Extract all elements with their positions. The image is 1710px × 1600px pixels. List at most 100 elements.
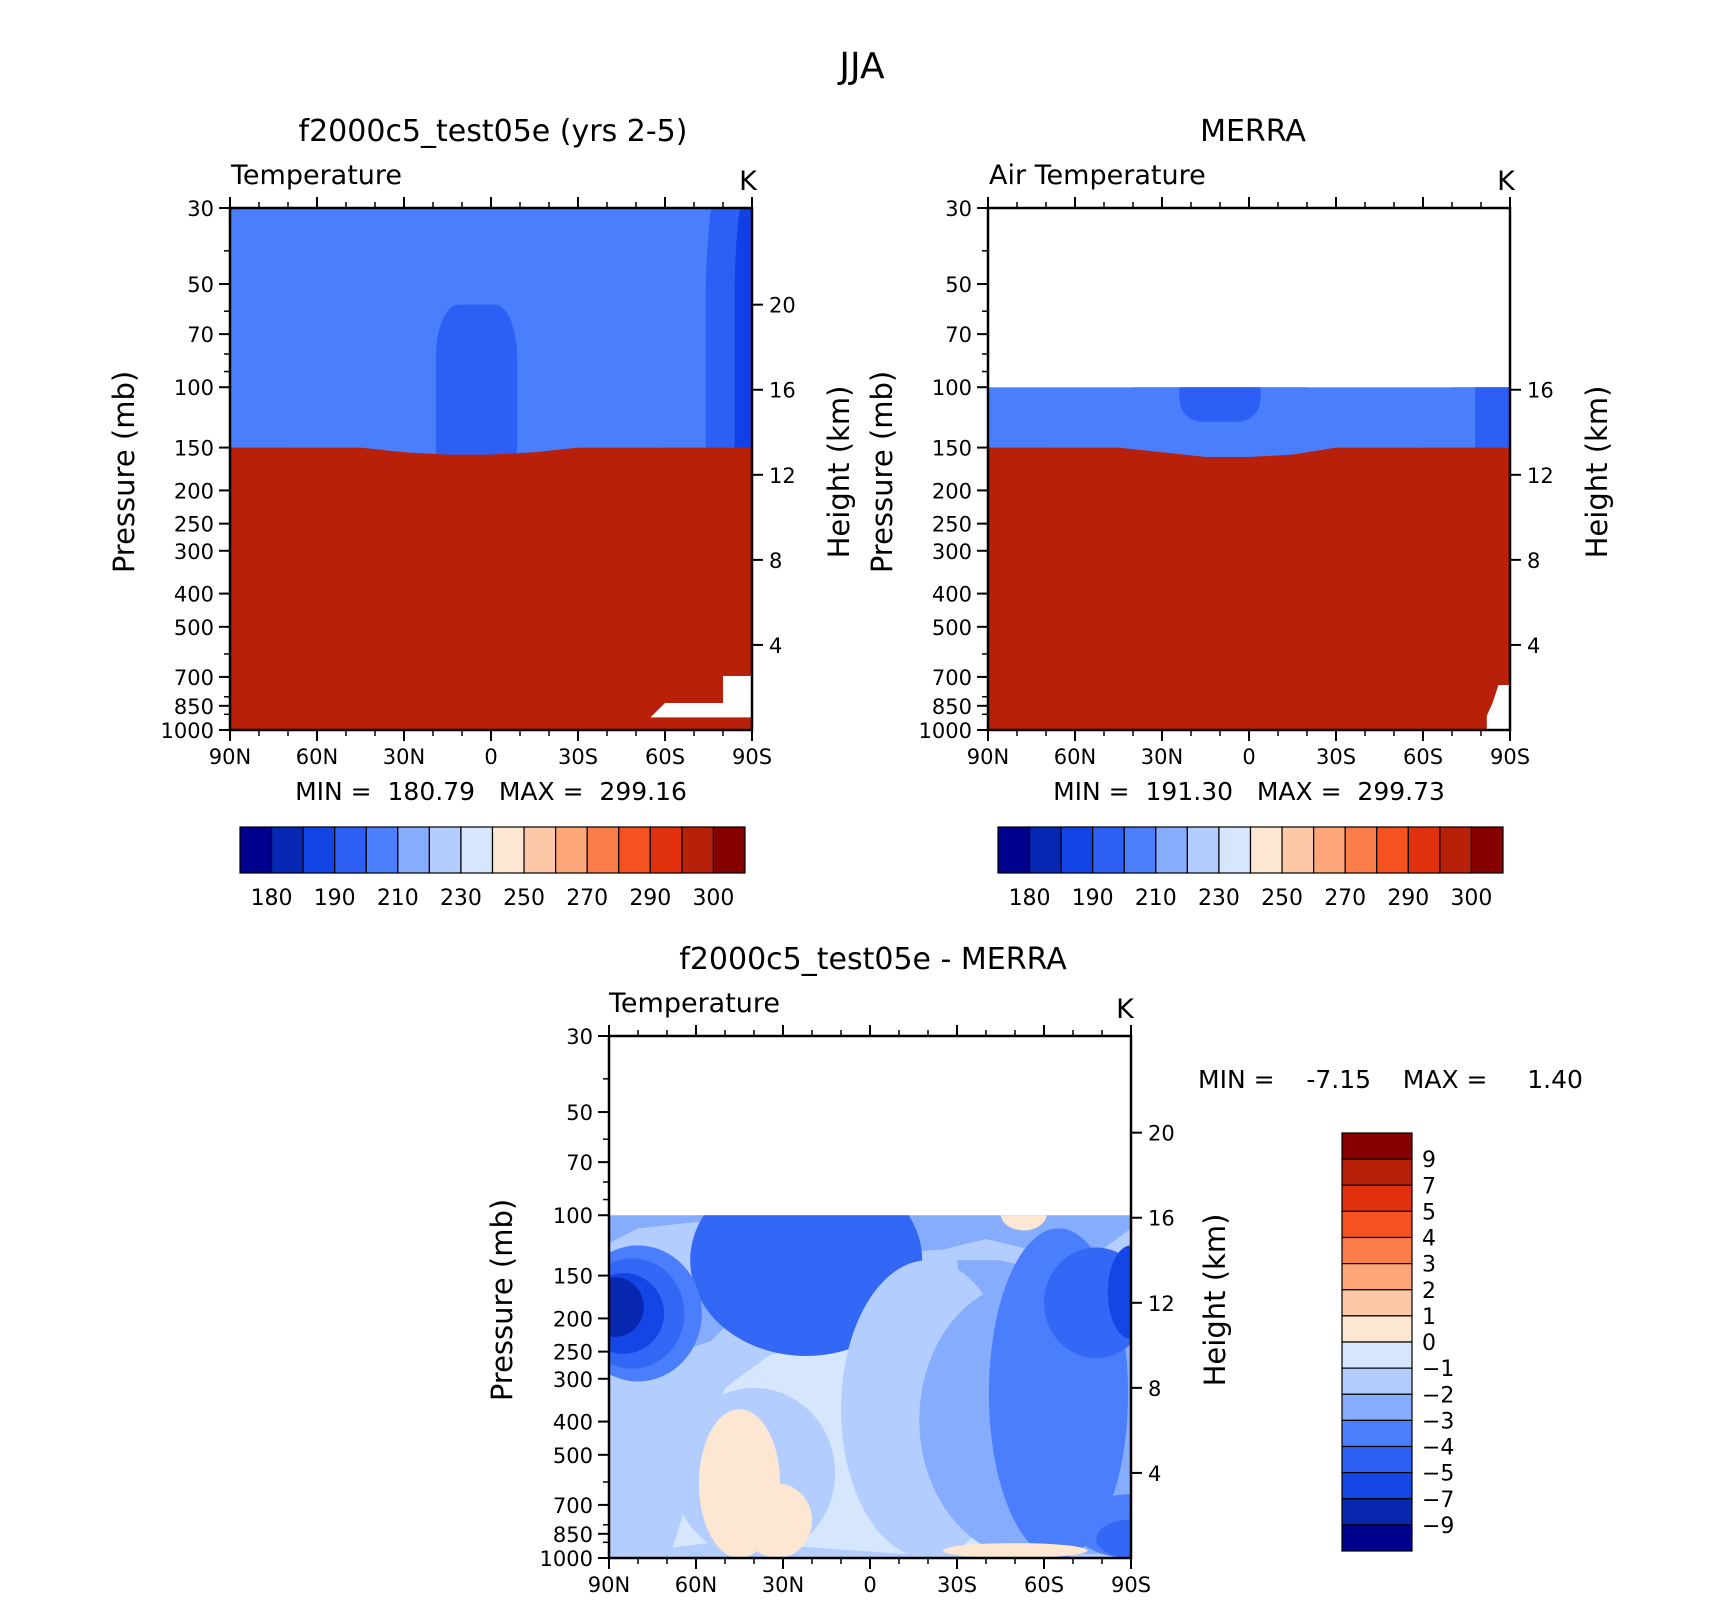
y-tick-label: 300 <box>174 540 214 564</box>
y-tick-label: 30 <box>566 1025 593 1049</box>
y-tick-label: 250 <box>932 513 972 537</box>
colorbar-swatch <box>1341 1184 1413 1212</box>
y-tick-label: 200 <box>174 479 214 503</box>
colorbar-swatch <box>1376 826 1409 874</box>
panel-merra-variable: Air Temperature <box>989 160 1206 191</box>
y-tick-label: 700 <box>174 666 214 690</box>
y-tick-label: 150 <box>553 1265 593 1289</box>
x-tick-label: 60N <box>675 1573 717 1597</box>
colorbar-swatch <box>1028 826 1062 874</box>
height-tick-label: 16 <box>1527 379 1554 403</box>
colorbar-swatch <box>1341 1367 1413 1395</box>
colorbar-swatch <box>1313 826 1346 874</box>
y-tick-label: 400 <box>553 1411 593 1435</box>
colorbar-label: 180 <box>1009 886 1051 911</box>
colorbar-swatch <box>618 826 651 874</box>
colorbar-swatch <box>523 826 557 874</box>
colorbar-swatch <box>1341 1472 1413 1500</box>
colorbar-swatch <box>1218 826 1252 874</box>
colorbar-swatch <box>1092 826 1125 874</box>
colorbar-swatch <box>586 826 620 874</box>
cold-core-contour <box>1179 387 1261 422</box>
colorbar-label: 270 <box>1324 886 1366 911</box>
colorbar-swatch <box>649 826 683 874</box>
colorbar-swatch <box>397 826 430 874</box>
x-tick-label: 30S <box>558 745 598 769</box>
y-tick-label: 300 <box>932 540 972 564</box>
colorbar-swatch <box>270 826 304 874</box>
colorbar-swatch <box>1341 1419 1413 1448</box>
y-tick-label: 250 <box>553 1341 593 1365</box>
height-tick-label: 16 <box>769 379 796 403</box>
figure-title: JJA <box>837 46 885 87</box>
contour-band <box>988 447 1510 730</box>
y-tick-label: 850 <box>174 695 214 719</box>
y-tick-label: 700 <box>932 666 972 690</box>
colorbar-swatch <box>460 826 494 874</box>
colorbar-label: 1 <box>1422 1305 1436 1330</box>
colorbar-swatch <box>681 826 715 874</box>
y-tick-label: 50 <box>566 1101 593 1125</box>
y-tick-label: 1000 <box>161 719 214 743</box>
colorbar-swatch <box>1123 826 1157 874</box>
x-tick-label: 60N <box>1054 745 1096 769</box>
contour-region <box>1000 1215 1047 1231</box>
contour-region <box>1107 1245 1131 1339</box>
colorbar-swatch <box>1341 1236 1413 1265</box>
x-tick-label: 90S <box>732 745 772 769</box>
colorbar-label: 300 <box>692 886 734 911</box>
colorbar-label: 9 <box>1422 1148 1436 1173</box>
colorbar-label: −4 <box>1422 1436 1454 1461</box>
x-tick-label: 90N <box>209 745 251 769</box>
colorbar-swatch <box>1341 1210 1413 1239</box>
colorbar-swatch <box>1186 826 1220 874</box>
y-tick-label: 700 <box>553 1494 593 1518</box>
colorbar-label: −5 <box>1422 1462 1454 1487</box>
y-tick-label: 200 <box>932 479 972 503</box>
y-tick-label: 70 <box>187 323 214 347</box>
y-tick-label: 850 <box>553 1523 593 1547</box>
x-tick-label: 30N <box>762 1573 804 1597</box>
colorbar-swatch <box>1341 1263 1413 1291</box>
missing-data-region <box>1486 685 1510 730</box>
contour-band <box>230 447 752 730</box>
height-tick-label: 8 <box>769 549 782 573</box>
colorbar-label: 190 <box>314 886 356 911</box>
x-tick-label: 60N <box>296 745 338 769</box>
colorbar-swatch <box>1439 826 1473 874</box>
panel-model-variable: Temperature <box>230 160 402 191</box>
colorbar-label: 250 <box>503 886 545 911</box>
colorbar-swatch <box>1341 1158 1413 1186</box>
colorbar-label: 0 <box>1422 1331 1436 1356</box>
colorbar-label: 300 <box>1450 886 1492 911</box>
height-tick-label: 4 <box>1527 634 1540 658</box>
x-tick-label: 30N <box>383 745 425 769</box>
x-tick-label: 0 <box>1242 745 1255 769</box>
colorbar-swatch <box>1249 826 1283 874</box>
x-tick-label: 60S <box>1403 745 1443 769</box>
colorbar-swatch <box>1341 1315 1413 1343</box>
y-tick-label: 50 <box>187 273 214 297</box>
y-tick-label: 250 <box>174 513 214 537</box>
panel-diff-ylabel-right: Height (km) <box>1198 1214 1232 1387</box>
height-tick-label: 4 <box>1148 1462 1161 1486</box>
panel-diff: f2000c5_test05e - MERRA Temperature K 30… <box>485 942 1583 1597</box>
panel-diff-units: K <box>1116 994 1135 1025</box>
colorbar-label: 210 <box>377 886 419 911</box>
panel-diff-title: f2000c5_test05e - MERRA <box>679 942 1067 977</box>
colorbar-swatch <box>1341 1498 1413 1526</box>
y-tick-label: 850 <box>932 695 972 719</box>
height-tick-label: 12 <box>1527 464 1554 488</box>
colorbar-swatch <box>1155 826 1188 874</box>
panel-merra: MERRA Air Temperature K 30 50 70 100 150 200 2… <box>865 114 1614 911</box>
height-tick-label: 8 <box>1527 549 1540 573</box>
contour-region <box>1044 1247 1131 1359</box>
colorbar-swatch <box>365 826 399 874</box>
panel-merra-title: MERRA <box>1200 114 1306 149</box>
panel-diff-stats: MIN = -7.15 MAX = 1.40 <box>1198 1065 1583 1094</box>
colorbar-swatch <box>302 826 336 874</box>
panel-model-ylabel-right: Height (km) <box>822 386 856 559</box>
